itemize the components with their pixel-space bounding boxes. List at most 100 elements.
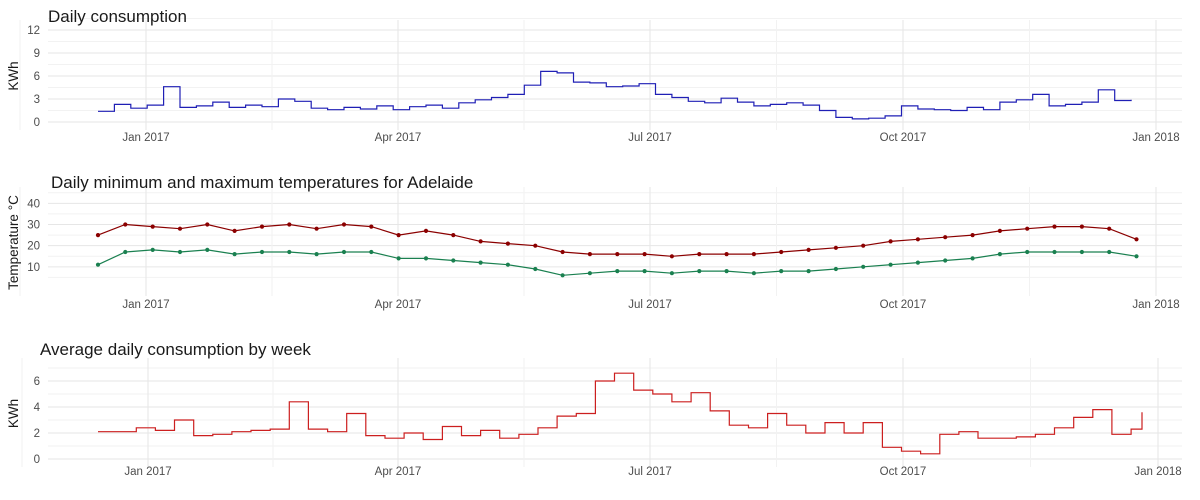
data-point <box>888 239 893 244</box>
data-point <box>150 224 155 229</box>
y-tick-label: 6 <box>34 71 40 83</box>
data-point <box>697 269 702 274</box>
data-point <box>533 266 538 272</box>
data-point <box>1079 224 1084 229</box>
data-point <box>533 243 538 248</box>
data-point <box>478 260 483 265</box>
x-tick-label: Apr 2017 <box>375 466 422 478</box>
data-point <box>1079 249 1084 255</box>
data-point <box>970 256 975 261</box>
data-point <box>779 249 784 255</box>
data-point <box>1052 224 1057 229</box>
data-point <box>423 228 429 233</box>
data-point <box>232 252 237 257</box>
data-point <box>697 252 702 257</box>
data-point <box>915 260 921 265</box>
data-point <box>369 224 374 229</box>
x-tick-label: Jul 2017 <box>628 466 671 478</box>
data-point <box>724 252 729 257</box>
data-point <box>177 226 183 231</box>
chart-title: Average daily consumption by week <box>40 340 311 359</box>
data-point <box>259 224 265 229</box>
data-point <box>806 247 811 252</box>
x-tick-label: Oct 2017 <box>880 299 927 311</box>
data-point <box>997 252 1003 257</box>
data-point <box>1134 254 1139 259</box>
series-line-0 <box>97 223 1137 257</box>
data-point <box>396 256 401 261</box>
data-point <box>615 252 620 257</box>
data-point <box>751 252 757 257</box>
data-point <box>123 249 128 255</box>
data-point <box>396 233 401 238</box>
series-line-0 <box>98 372 1143 455</box>
data-point <box>888 262 893 267</box>
data-point <box>943 258 948 263</box>
data-point <box>232 228 237 233</box>
data-point <box>915 237 921 242</box>
data-point <box>669 271 675 276</box>
data-point <box>669 254 675 259</box>
data-point <box>287 249 292 255</box>
data-point <box>314 252 319 257</box>
data-point <box>341 222 347 227</box>
data-point <box>369 249 374 255</box>
y-tick-label: 20 <box>27 241 40 253</box>
chart-title: Daily minimum and maximum temperatures f… <box>51 173 473 192</box>
y-tick-label: 9 <box>34 48 40 60</box>
data-point <box>505 241 510 246</box>
data-point <box>95 233 101 238</box>
data-point <box>341 249 347 255</box>
data-point <box>123 222 128 227</box>
data-point <box>1052 249 1057 255</box>
data-point <box>423 256 429 261</box>
series-line-0 <box>98 70 1132 120</box>
data-point <box>259 249 265 255</box>
y-tick-label: 30 <box>27 220 40 232</box>
data-point <box>751 271 757 276</box>
data-point <box>587 271 593 276</box>
data-point <box>205 222 210 227</box>
data-point <box>95 262 101 267</box>
data-point <box>1134 237 1139 242</box>
x-tick-label: Jan 2018 <box>1132 299 1179 311</box>
chart-title: Daily consumption <box>48 7 187 26</box>
y-tick-label: 0 <box>34 454 40 466</box>
data-point <box>1107 249 1112 255</box>
x-tick-label: Jul 2017 <box>628 299 671 311</box>
data-point <box>861 264 866 269</box>
data-point <box>1025 226 1030 231</box>
data-point <box>615 269 620 274</box>
data-point <box>451 258 456 263</box>
x-tick-label: Jan 2018 <box>1134 466 1181 478</box>
x-tick-label: Oct 2017 <box>880 466 927 478</box>
x-tick-label: Oct 2017 <box>880 132 927 144</box>
data-point <box>833 245 839 250</box>
data-point <box>451 233 456 238</box>
data-point <box>205 247 210 252</box>
x-tick-label: Jan 2017 <box>122 132 169 144</box>
x-tick-label: Jan 2018 <box>1132 132 1179 144</box>
y-axis-label: KWh <box>6 399 21 428</box>
y-axis-label: KWh <box>6 61 21 90</box>
x-tick-label: Jan 2017 <box>122 299 169 311</box>
y-tick-label: 6 <box>34 376 40 388</box>
data-point <box>724 269 729 274</box>
data-point <box>806 269 811 274</box>
y-axis-label: Temperature °C <box>6 195 21 290</box>
x-tick-label: Apr 2017 <box>375 299 422 311</box>
data-point <box>150 247 155 252</box>
y-tick-label: 0 <box>34 117 40 129</box>
data-point <box>314 226 319 231</box>
data-point <box>642 269 647 274</box>
data-point <box>833 266 839 272</box>
data-point <box>587 252 593 257</box>
data-point <box>861 243 866 248</box>
y-tick-label: 2 <box>34 428 40 440</box>
x-tick-label: Apr 2017 <box>375 132 422 144</box>
data-point <box>478 239 483 244</box>
x-tick-label: Jul 2017 <box>628 132 671 144</box>
data-point <box>970 233 975 238</box>
